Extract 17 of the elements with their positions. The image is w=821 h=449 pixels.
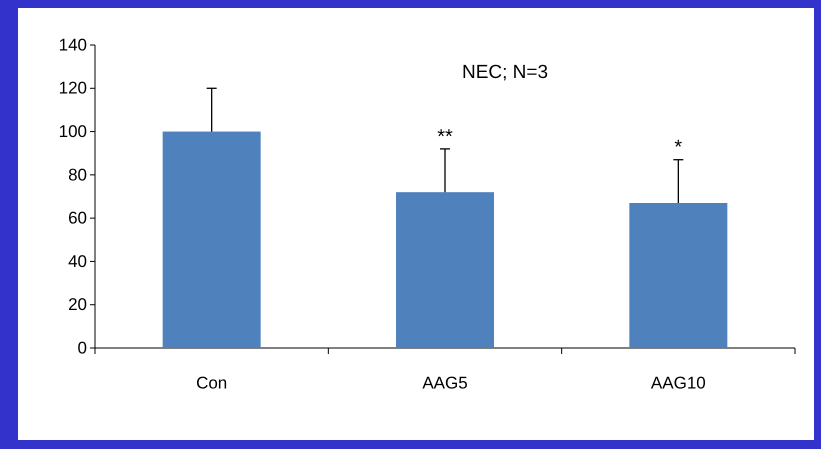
bar (629, 202, 728, 348)
y-tick-label: 80 (68, 165, 87, 184)
y-tick-label: 40 (68, 252, 87, 271)
annotation: * (674, 136, 682, 159)
y-tick-label: 60 (68, 208, 87, 228)
x-tick-label: AAG10 (650, 373, 706, 392)
y-tick-label: 20 (68, 295, 87, 314)
x-tick-label: Con (196, 373, 228, 392)
y-tick-label: 140 (58, 35, 87, 54)
bar (162, 132, 261, 348)
annotation: ** (437, 126, 453, 148)
y-tick-label: 120 (58, 78, 87, 98)
text: NEC; N=3 (462, 62, 548, 83)
y-tick-label: 100 (58, 122, 87, 142)
bar (396, 192, 494, 348)
x-tick-label: AAG5 (422, 373, 468, 392)
y-tick-label: 0 (78, 338, 87, 358)
